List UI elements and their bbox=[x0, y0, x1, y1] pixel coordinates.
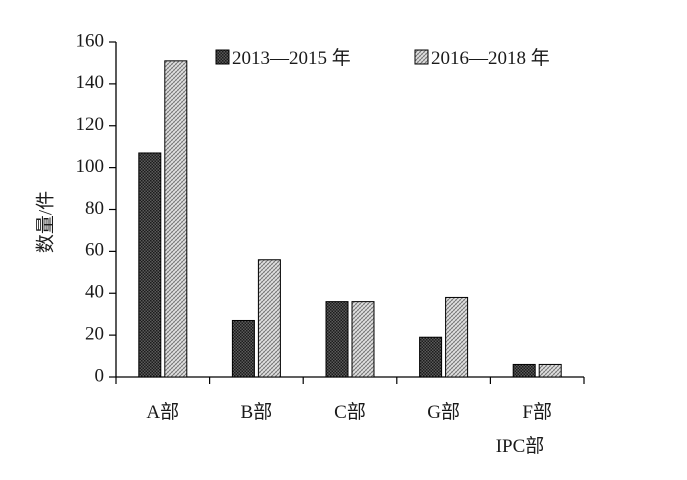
legend: 2013—2015 年 2016—2018 年 bbox=[215, 47, 550, 69]
y-tick-label: 100 bbox=[76, 156, 105, 177]
bar-2-5 bbox=[538, 363, 562, 378]
y-tick-label: 140 bbox=[76, 72, 105, 93]
y-axis-title: 数量/件 bbox=[34, 191, 56, 253]
y-axis: 0 20 40 60 80 100 120 140 160 bbox=[76, 30, 117, 386]
bar-1-3 bbox=[325, 301, 349, 378]
y-tick-label: 160 bbox=[76, 30, 105, 51]
legend-label-series-1: 2013—2015 年 bbox=[232, 47, 351, 69]
y-tick-label: 20 bbox=[85, 323, 104, 344]
y-tick-label: 120 bbox=[76, 114, 105, 135]
y-tick-label: 40 bbox=[85, 282, 104, 303]
bars bbox=[138, 60, 562, 378]
bar-2-2 bbox=[257, 259, 281, 378]
category-label: F部 bbox=[522, 401, 552, 423]
category-label: B部 bbox=[241, 401, 273, 423]
legend-label-series-2: 2016—2018 年 bbox=[431, 47, 550, 69]
bar-2-3 bbox=[351, 301, 375, 378]
bar-1-5 bbox=[512, 363, 536, 378]
category-label: A部 bbox=[146, 401, 179, 423]
bar-1-2 bbox=[231, 319, 255, 378]
y-tick-label: 0 bbox=[95, 365, 105, 386]
legend-swatch-series-1 bbox=[215, 49, 230, 65]
bar-1-1 bbox=[138, 152, 162, 378]
x-axis bbox=[115, 376, 585, 384]
y-tick-label: 60 bbox=[85, 240, 104, 261]
legend-swatch-series-2 bbox=[414, 49, 429, 65]
bar-2-1 bbox=[164, 60, 188, 378]
category-label: C部 bbox=[334, 401, 366, 423]
bar-2-4 bbox=[445, 296, 469, 378]
y-tick-label: 80 bbox=[85, 198, 104, 219]
category-label: G部 bbox=[427, 401, 460, 423]
x-axis-title: IPC部 bbox=[496, 435, 545, 457]
category-labels: A部 B部 C部 G部 F部 bbox=[146, 401, 552, 423]
bar-1-4 bbox=[419, 336, 443, 378]
